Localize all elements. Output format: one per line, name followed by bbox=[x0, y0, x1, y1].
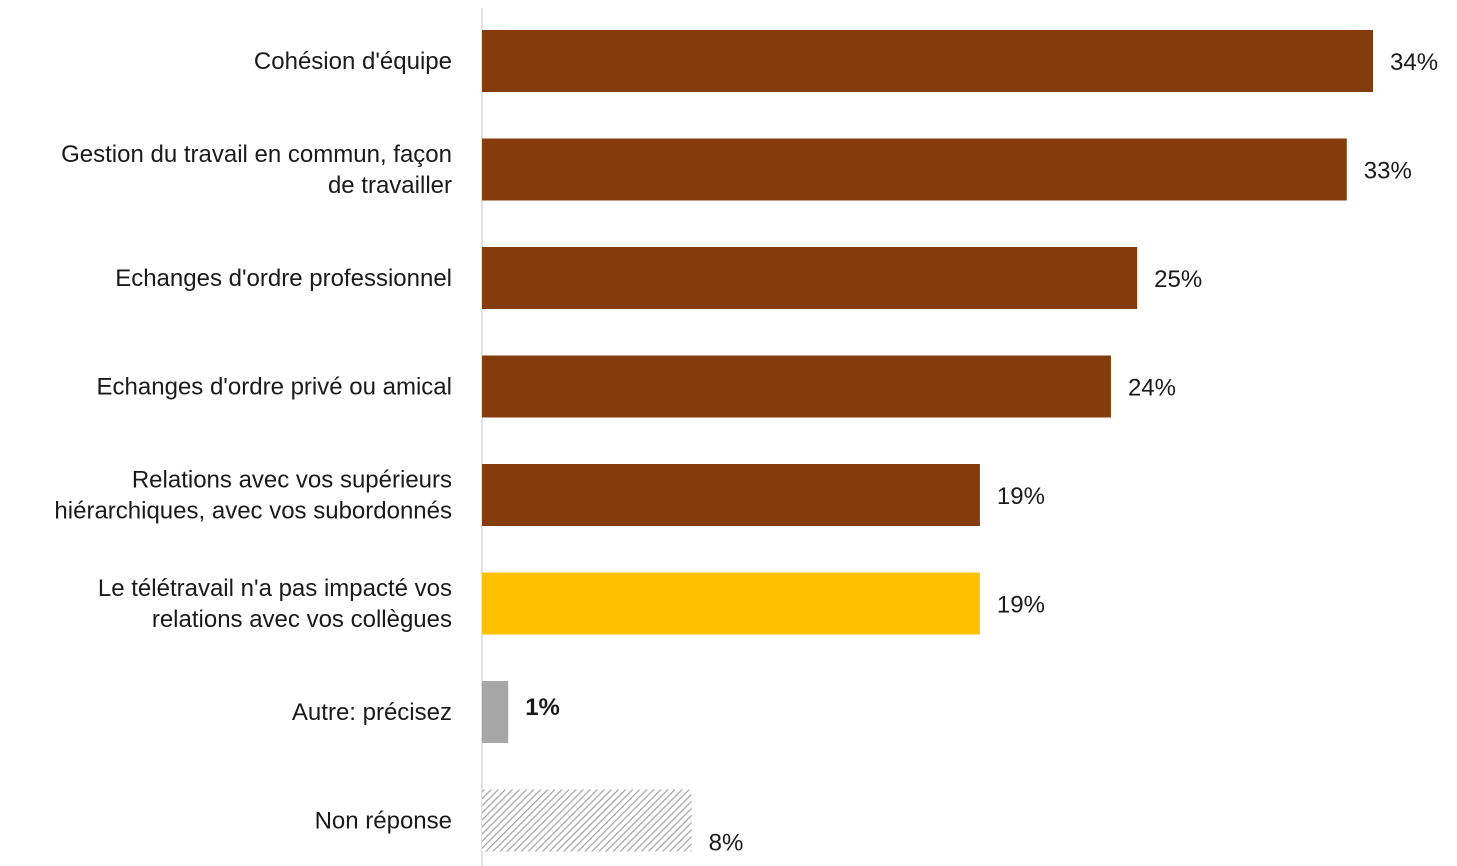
category-labels-layer: Cohésion d'équipe Gestion du travail en c… bbox=[54, 48, 452, 835]
value-label-5: 19% bbox=[997, 592, 1045, 619]
category-label-6: Autre: précisez bbox=[292, 699, 452, 726]
category-label-2: Echanges d'ordre professionnel bbox=[115, 265, 452, 292]
bar-3 bbox=[482, 355, 1111, 418]
category-label-7: Non réponse bbox=[315, 808, 452, 835]
bars-layer bbox=[482, 30, 1373, 852]
value-label-6: 1% bbox=[525, 694, 560, 721]
bar-4 bbox=[482, 464, 980, 526]
value-label-4: 19% bbox=[997, 483, 1045, 510]
value-label-0: 34% bbox=[1390, 49, 1438, 76]
value-label-3: 24% bbox=[1128, 375, 1176, 402]
value-label-1: 33% bbox=[1364, 158, 1412, 185]
category-label-4: Relations avec vos supérieurs hiérarchiqu… bbox=[54, 467, 452, 525]
value-label-2: 25% bbox=[1154, 266, 1202, 293]
value-label-7: 8% bbox=[709, 830, 744, 857]
category-label-1: Gestion du travail en commun, façon de tr… bbox=[61, 141, 452, 199]
bar-5 bbox=[482, 572, 980, 635]
bar-6 bbox=[482, 681, 509, 743]
category-label-3: Echanges d'ordre privé ou amical bbox=[97, 374, 452, 401]
bar-7 bbox=[482, 789, 692, 852]
category-label-0: Cohésion d'équipe bbox=[254, 48, 452, 75]
category-label-5: Le télétravail n'a pas impacté vos relati… bbox=[98, 575, 452, 633]
bar-2 bbox=[482, 247, 1138, 309]
bar-1 bbox=[482, 138, 1347, 201]
bar-0 bbox=[482, 30, 1373, 92]
value-labels-layer: 34% 33% 25% 24% 19% 19% 1% 8% bbox=[525, 49, 1438, 857]
